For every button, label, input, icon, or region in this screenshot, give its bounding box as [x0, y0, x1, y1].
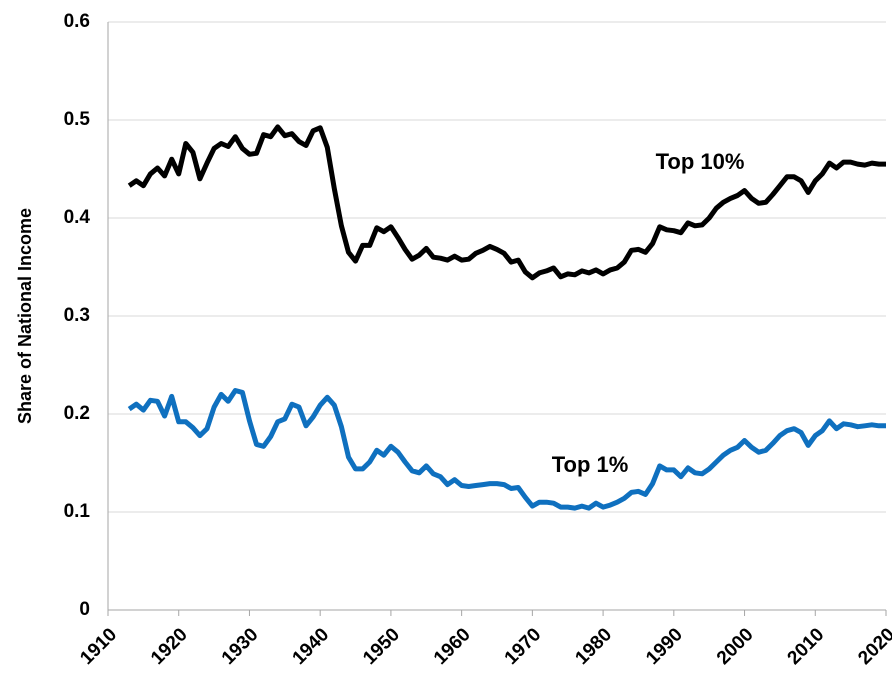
x-tick-label: 2000	[713, 624, 758, 669]
y-tick-label: 0.5	[64, 109, 91, 130]
x-tick-label: 1910	[76, 624, 121, 669]
x-tick-label: 1920	[147, 624, 192, 669]
x-tick-label: 1940	[289, 624, 334, 669]
x-tick-label: 1930	[218, 624, 263, 669]
series-label: Top 1%	[552, 452, 629, 477]
x-tick-label: 1960	[430, 624, 475, 669]
y-axis-label: Share of National Income	[15, 208, 35, 424]
series-label: Top 10%	[656, 149, 745, 174]
y-tick-label: 0.4	[64, 207, 91, 228]
line-series	[127, 124, 886, 281]
y-tick-label: 0.6	[64, 11, 90, 32]
x-tick-label: 2020	[854, 624, 892, 669]
y-tick-label: 0.1	[64, 501, 91, 522]
x-tick-label: 1950	[359, 624, 404, 669]
x-tick-label: 2010	[784, 624, 829, 669]
x-tick-label: 1980	[571, 624, 616, 669]
y-tick-label: 0.3	[64, 305, 90, 326]
y-tick-label: 0.2	[64, 403, 90, 424]
line-series	[127, 388, 886, 511]
x-tick-label: 1970	[501, 624, 546, 669]
y-tick-label: 0	[79, 599, 90, 620]
x-tick-label: 1990	[642, 624, 687, 669]
